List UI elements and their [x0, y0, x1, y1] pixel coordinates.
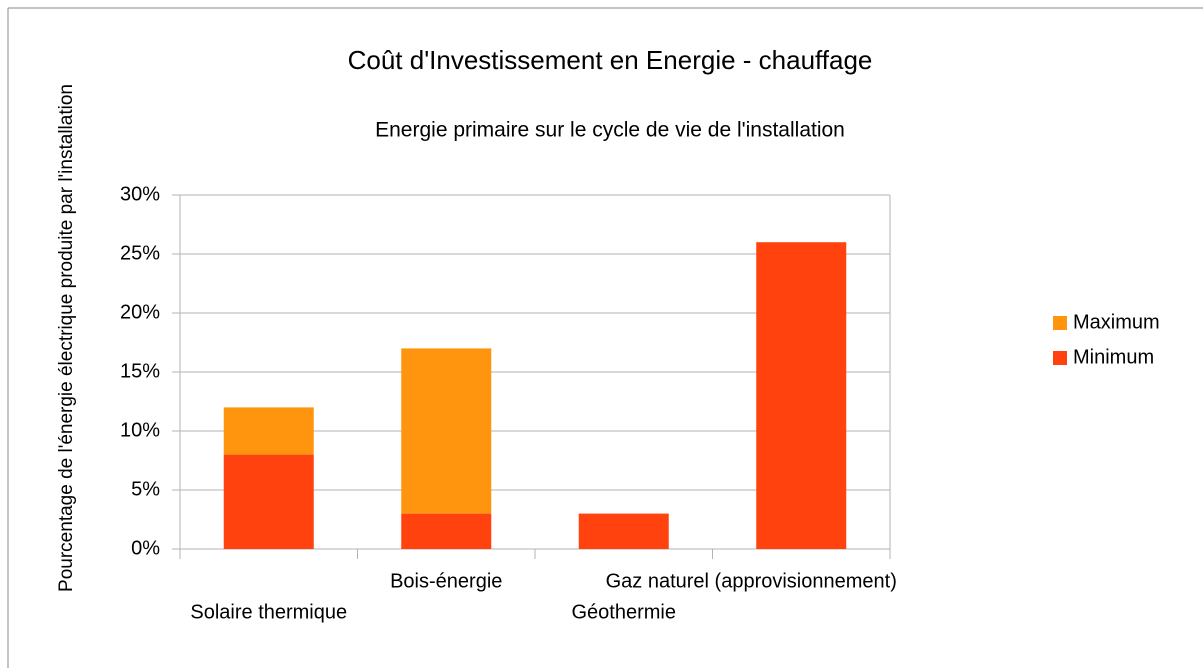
bar-segment — [401, 348, 492, 514]
y-tick-label: 0% — [131, 537, 160, 559]
x-tick-label: Solaire thermique — [190, 601, 347, 623]
y-tick-label: 25% — [120, 242, 160, 264]
x-tick-label: Bois-énergie — [390, 570, 502, 592]
bar-segment — [223, 407, 314, 455]
x-tick-label: Géothermie — [572, 601, 677, 623]
legend-swatch — [1053, 316, 1067, 330]
legend-label: Maximum — [1073, 311, 1160, 333]
chart-subtitle: Energie primaire sur le cycle de vie de … — [375, 119, 845, 142]
legend-swatch — [1053, 351, 1067, 365]
bar-segment — [756, 242, 847, 549]
y-tick-label: 30% — [120, 183, 160, 205]
chart-title: Coût d'Investissement en Energie - chauf… — [348, 45, 873, 75]
legend-label: Minimum — [1073, 346, 1154, 368]
bar-segment — [223, 454, 314, 549]
x-tick-label: Gaz naturel (approvisionnement) — [606, 570, 897, 592]
y-tick-label: 5% — [131, 478, 160, 500]
y-tick-label: 15% — [120, 360, 160, 382]
y-tick-label: 20% — [120, 301, 160, 323]
bar-segment — [401, 513, 492, 549]
y-tick-label: 10% — [120, 419, 160, 441]
bar-segment — [578, 513, 669, 549]
y-axis-label: Pourcentage de l'énergie électrique prod… — [56, 84, 77, 592]
